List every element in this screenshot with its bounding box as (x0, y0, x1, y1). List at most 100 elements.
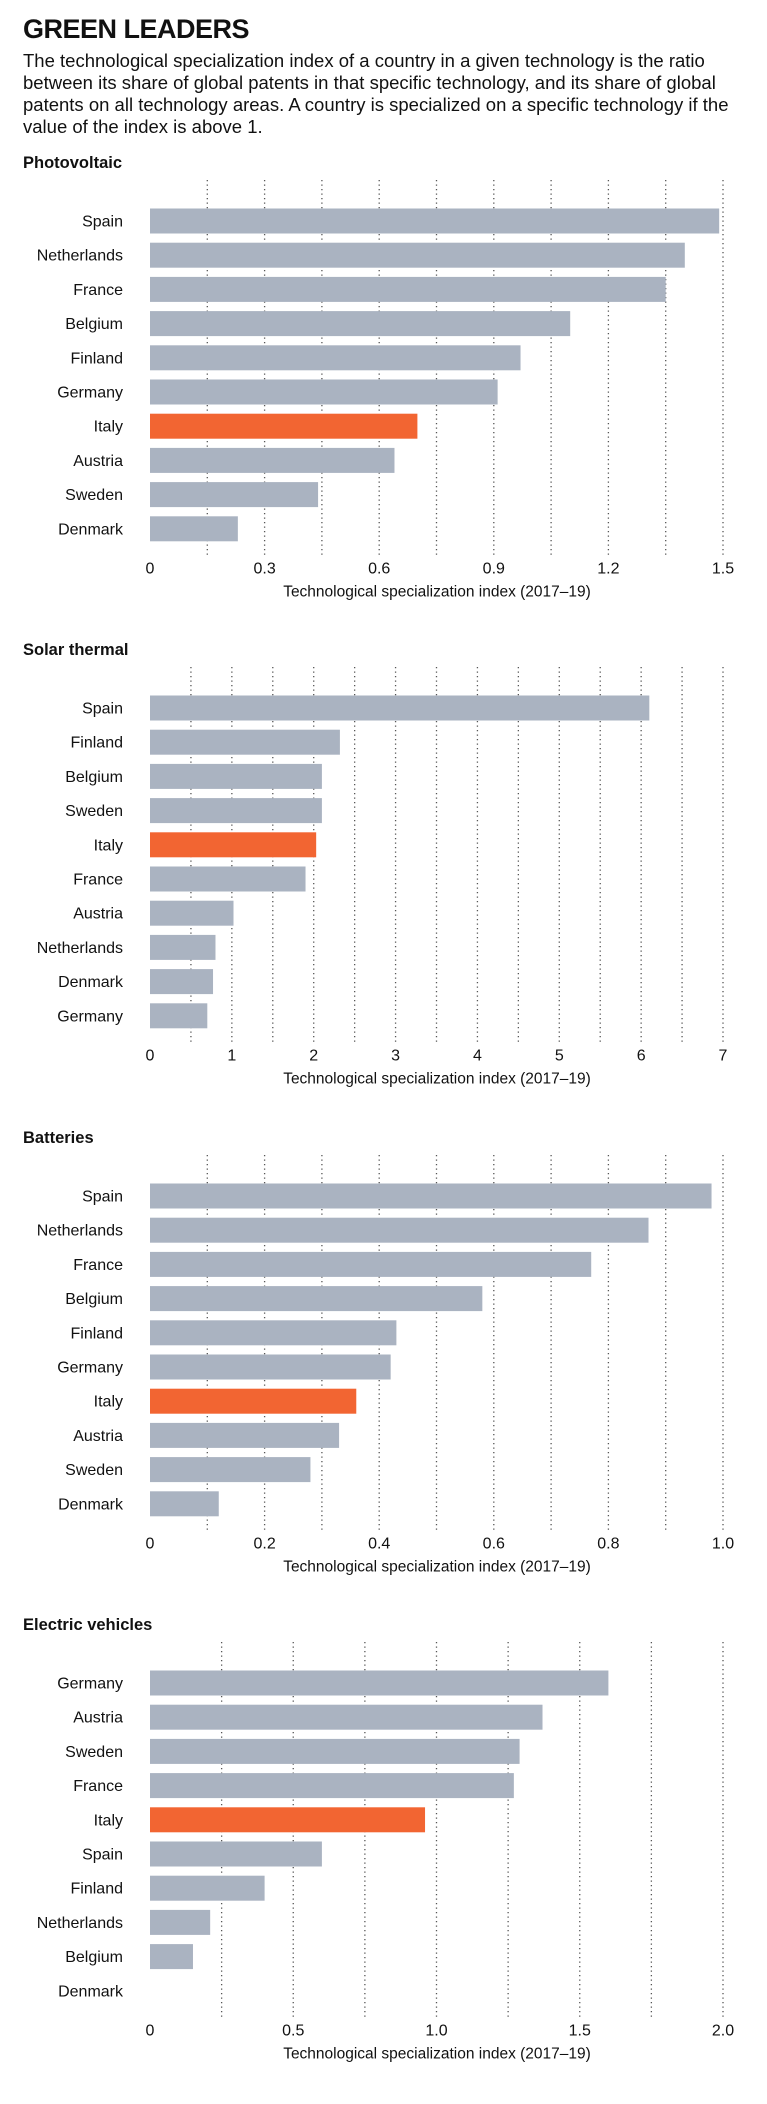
tick-label: 0.9 (483, 560, 505, 577)
category-label: Belgium (65, 1949, 123, 1966)
category-label: Spain (82, 701, 123, 718)
chart-title: Electric vehicles (23, 1616, 152, 1634)
bar-netherlands (150, 1909, 211, 1935)
bar-denmark (150, 1491, 219, 1517)
tick-label: 0 (146, 560, 155, 577)
category-label: Netherlands (37, 1223, 123, 1240)
tick-label: 1.2 (597, 560, 619, 577)
category-label: Finland (71, 735, 123, 752)
tick-label: 5 (555, 1047, 564, 1064)
bar-finland (150, 1320, 397, 1346)
tick-label: 0 (146, 1047, 155, 1064)
bar-italy (150, 413, 418, 439)
bar-france (150, 276, 666, 302)
category-label: Italy (94, 837, 123, 854)
bar-belgium (150, 311, 571, 337)
bar-france (150, 866, 306, 892)
bar-sweden (150, 1738, 520, 1764)
bar-netherlands (150, 242, 685, 268)
bar-germany (150, 1670, 609, 1696)
chart-title: Batteries (23, 1129, 94, 1147)
category-label: Austria (73, 906, 123, 923)
category-label: Belgium (65, 316, 123, 333)
bar-finland (150, 729, 340, 755)
category-label: Germany (57, 385, 123, 402)
x-axis-label: Technological specialization index (2017… (283, 1070, 591, 1087)
x-axis-label: Technological specialization index (2017… (283, 1558, 591, 1575)
category-label: Finland (71, 1325, 123, 1342)
tick-label: 1.0 (712, 1535, 734, 1552)
tick-label: 1.0 (425, 2022, 447, 2039)
bar-france (150, 1773, 514, 1799)
tick-label: 0.6 (368, 560, 390, 577)
bar-germany (150, 1003, 208, 1029)
tick-label: 0.4 (368, 1535, 390, 1552)
tick-label: 0.3 (253, 560, 275, 577)
category-label: France (73, 1778, 123, 1795)
chart-title: Photovoltaic (23, 154, 122, 172)
category-label: Italy (94, 419, 123, 436)
category-label: Netherlands (37, 1915, 123, 1932)
tick-label: 1.5 (569, 2022, 591, 2039)
category-label: Netherlands (37, 940, 123, 957)
category-label: Denmark (58, 1983, 124, 2000)
category-label: France (73, 1257, 123, 1274)
tick-label: 1 (227, 1047, 236, 1064)
category-label: Netherlands (37, 248, 123, 265)
category-label: Sweden (65, 1744, 123, 1761)
bar-spain (150, 1841, 322, 1867)
category-label: Sweden (65, 487, 123, 504)
category-label: Austria (73, 1710, 123, 1727)
tick-label: 1.5 (712, 560, 734, 577)
category-label: Italy (94, 1394, 123, 1411)
bar-germany (150, 1354, 391, 1380)
bar-germany (150, 379, 498, 405)
x-axis-label: Technological specialization index (2017… (283, 2045, 591, 2062)
category-label: Denmark (58, 1496, 124, 1513)
category-label: Sweden (65, 803, 123, 820)
bar-sweden (150, 798, 322, 824)
bar-spain (150, 1183, 712, 1209)
category-label: Denmark (58, 521, 124, 538)
tick-label: 3 (391, 1047, 400, 1064)
x-axis-label: Technological specialization index (2017… (283, 583, 591, 600)
bar-italy (150, 1388, 357, 1414)
bar-belgium (150, 1944, 193, 1970)
tick-label: 6 (637, 1047, 646, 1064)
category-label: Germany (57, 1360, 123, 1377)
chart-electric-vehicles: Electric vehicles Germany Austria Sweden Fra… (23, 1616, 734, 2062)
bar-austria (150, 447, 395, 473)
category-label: France (73, 282, 123, 299)
tick-label: 0.6 (483, 1535, 505, 1552)
tick-label: 0.2 (253, 1535, 275, 1552)
bar-finland (150, 345, 521, 371)
bar-italy (150, 832, 317, 858)
category-label: Denmark (58, 974, 124, 991)
bar-austria (150, 1704, 543, 1730)
tick-label: 2.0 (712, 2022, 734, 2039)
bar-belgium (150, 1286, 483, 1312)
category-label: Sweden (65, 1462, 123, 1479)
bar-spain (150, 208, 720, 234)
bar-netherlands (150, 934, 216, 960)
category-label: France (73, 872, 123, 889)
tick-label: 0.5 (282, 2022, 304, 2039)
category-label: Spain (82, 1847, 123, 1864)
tick-label: 7 (719, 1047, 728, 1064)
tick-label: 0 (146, 1535, 155, 1552)
category-label: Italy (94, 1812, 123, 1829)
category-label: Germany (57, 1008, 123, 1025)
bar-france (150, 1251, 592, 1277)
bar-spain (150, 695, 650, 721)
chart-photovoltaic: Photovoltaic Spain Netherlands France Belgiu… (23, 154, 734, 600)
bar-austria (150, 900, 234, 926)
page-title: GREEN LEADERS (23, 14, 250, 44)
category-label: Austria (73, 1428, 123, 1445)
chart-title: Solar thermal (23, 641, 128, 659)
bar-austria (150, 1422, 340, 1448)
bar-denmark (150, 969, 214, 995)
chart-batteries: Batteries Spain Netherlands France Belgium Fi… (23, 1129, 734, 1575)
category-label: Spain (82, 1189, 123, 1206)
category-label: Spain (82, 214, 123, 231)
tick-label: 2 (309, 1047, 318, 1064)
